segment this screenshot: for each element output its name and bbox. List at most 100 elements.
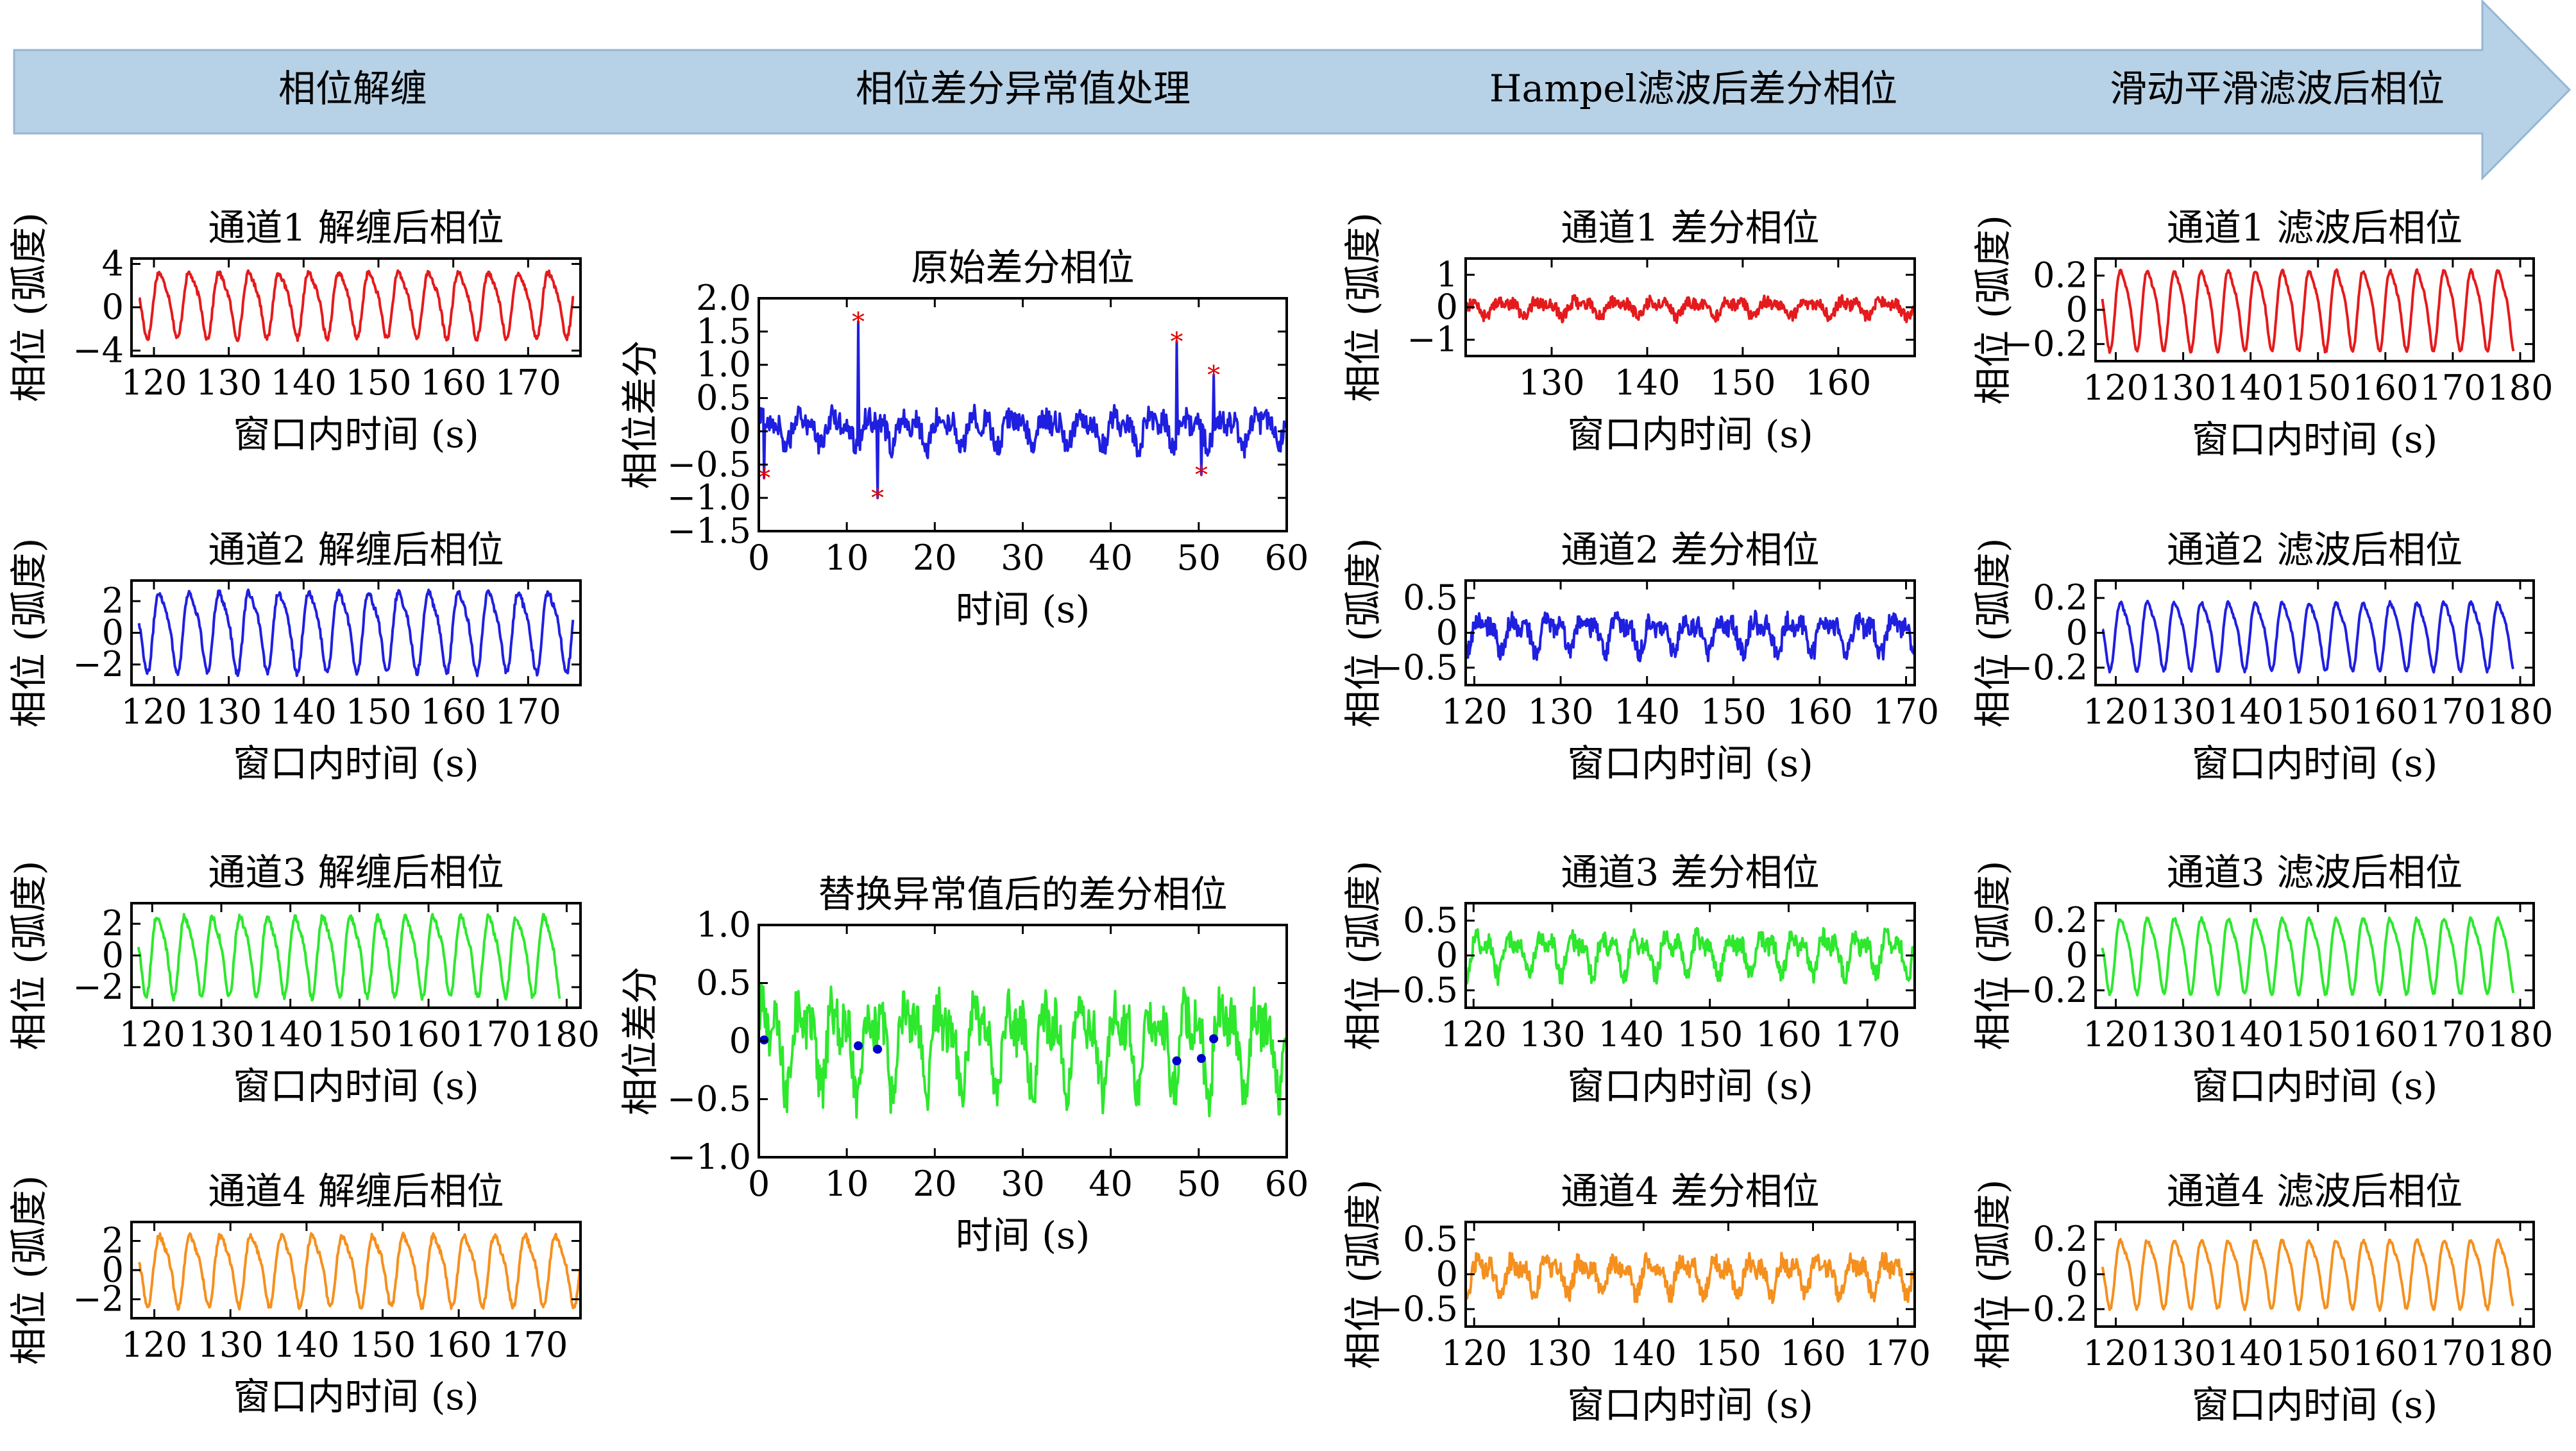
x-tick-label: 130: [2150, 1333, 2216, 1373]
outlier-marker: *: [871, 484, 884, 513]
x-tick-label: 50: [1176, 538, 1221, 578]
x-tick-label: 50: [1176, 1164, 1221, 1204]
x-tick-label: 150: [1677, 1014, 1743, 1055]
x-tick-label: 140: [1611, 1333, 1677, 1373]
stage-label-outlier: 相位差分异常值处理: [856, 67, 1191, 110]
chart-title: 通道2 滤波后相位: [2167, 528, 2462, 572]
y-tick-label: −1.0: [667, 1137, 751, 1177]
series-line: [2101, 599, 2515, 674]
x-tick-label: 140: [2217, 1333, 2284, 1373]
x-tick-label: 160: [396, 1014, 462, 1055]
y-tick-label: 1.5: [696, 311, 751, 352]
chart-title: 通道3 解缠后相位: [208, 851, 504, 894]
replaced-marker: [759, 1035, 769, 1045]
y-tick-label: 0.2: [2033, 1219, 2088, 1259]
x-tick-label: 160: [1756, 1014, 1822, 1055]
x-axis-label: 窗口内时间 (s): [233, 742, 479, 785]
x-tick-label: 170: [464, 1014, 530, 1055]
replaced-marker: [1172, 1056, 1182, 1065]
y-tick-label: −0.2: [2004, 323, 2088, 364]
x-tick-label: 130: [1519, 362, 1585, 403]
x-axis-label: 窗口内时间 (s): [2192, 1064, 2437, 1108]
x-tick-label: 140: [273, 1325, 339, 1365]
x-axis-label: 窗口内时间 (s): [233, 1064, 479, 1108]
chart-diff-raw: ******0 10 20 30 40 50 60−1.5−1.0−0.500.51.01.…: [618, 246, 1309, 631]
y-tick-label: 0.2: [2033, 577, 2088, 618]
y-tick-label: 0.5: [1403, 1219, 1458, 1259]
y-tick-label: 0.5: [1403, 900, 1458, 940]
x-tick-label: 120: [2083, 1333, 2149, 1373]
y-tick-label: −0.5: [667, 444, 751, 484]
x-tick-label: 20: [913, 538, 957, 578]
x-tick-label: 120: [1441, 1014, 1507, 1055]
chart-smooth-2: 120 130 140 150 160 170 180 −0.200.2 通道2 滤波后相位窗口…: [1971, 528, 2554, 785]
y-axis-label: 相位差分: [618, 967, 662, 1116]
chart-title: 通道3 差分相位: [1561, 851, 1819, 894]
x-tick-label: 150: [345, 692, 411, 732]
x-tick-label: 140: [271, 692, 337, 732]
y-tick-label: 0: [1436, 1254, 1458, 1294]
x-tick-label: 180: [534, 1014, 600, 1055]
y-tick-label: 2: [102, 903, 124, 944]
x-axis-label: 时间 (s): [956, 588, 1090, 631]
y-tick-label: 0: [102, 935, 124, 976]
y-tick-label: −0.2: [2004, 647, 2088, 688]
chart-smooth-3: 120 130 140 150 160 170 180 −0.200.2 通道3 滤波后相位窗口…: [1971, 851, 2554, 1108]
x-tick-label: 170: [495, 362, 561, 403]
y-tick-label: −2: [72, 967, 124, 1007]
y-axis-label: 相位差分: [618, 340, 662, 489]
y-tick-label: −0.5: [667, 1079, 751, 1119]
y-tick-label: 1.0: [696, 344, 751, 385]
x-tick-label: 160: [2352, 1333, 2418, 1373]
x-tick-label: 130: [196, 692, 262, 732]
series-line: [138, 269, 575, 343]
x-tick-label: 120: [1441, 692, 1507, 732]
x-tick-label: 130: [1520, 1014, 1586, 1055]
x-tick-label: 130: [1526, 1333, 1592, 1373]
x-tick-label: 160: [2352, 1014, 2418, 1055]
x-tick-label: 120: [2083, 692, 2149, 732]
y-axis-label: 相位 (弧度): [1341, 861, 1385, 1051]
x-tick-label: 10: [825, 1164, 869, 1204]
x-tick-label: 130: [1528, 692, 1594, 732]
x-tick-label: 130: [2150, 1014, 2216, 1055]
chart-smooth-4: 120 130 140 150 160 170 180 −0.200.2 通道4 滤波后相位窗口…: [1971, 1169, 2554, 1427]
y-tick-label: −0.5: [1374, 1289, 1458, 1329]
y-tick-label: −0.2: [2004, 970, 2088, 1010]
x-tick-label: 150: [2285, 368, 2351, 408]
series-line: [137, 588, 575, 677]
y-axis-label: 相位 (弧度): [1341, 212, 1385, 402]
x-tick-label: 130: [196, 362, 262, 403]
y-tick-label: 0.5: [1403, 577, 1458, 618]
y-tick-label: −0.5: [1374, 970, 1458, 1010]
x-tick-label: 130: [198, 1325, 264, 1365]
x-tick-label: 120: [121, 692, 187, 732]
x-tick-label: 180: [2487, 692, 2553, 732]
x-tick-label: 130: [2150, 368, 2216, 408]
y-tick-label: 0: [729, 1021, 751, 1061]
series-line: [1464, 294, 1915, 324]
x-tick-label: 120: [121, 1325, 187, 1365]
series-line: [758, 983, 1287, 1119]
x-tick-label: 180: [2487, 1333, 2553, 1373]
stage-label-hampel: Hampel滤波后差分相位: [1489, 67, 1897, 110]
x-tick-label: 170: [495, 692, 561, 732]
series-line: [1464, 1252, 1915, 1304]
chart-hampel-4: 120 130 140 150 160 170 −0.500.5 通道4 差分相位窗口内时间 …: [1341, 1169, 1931, 1427]
chart-title: 通道1 滤波后相位: [2167, 206, 2462, 250]
x-tick-label: 150: [345, 362, 411, 403]
x-axis-label: 窗口内时间 (s): [1567, 1383, 1813, 1427]
x-tick-label: 120: [121, 362, 187, 403]
x-tick-label: 10: [825, 538, 869, 578]
series-line: [2101, 916, 2515, 997]
x-tick-label: 160: [426, 1325, 492, 1365]
outlier-marker: *: [758, 464, 770, 493]
replaced-marker: [1209, 1034, 1219, 1044]
x-axis-label: 窗口内时间 (s): [2192, 1383, 2437, 1427]
outlier-marker: *: [1207, 361, 1220, 390]
x-tick-label: 40: [1089, 1164, 1133, 1204]
x-tick-label: 170: [1835, 1014, 1901, 1055]
